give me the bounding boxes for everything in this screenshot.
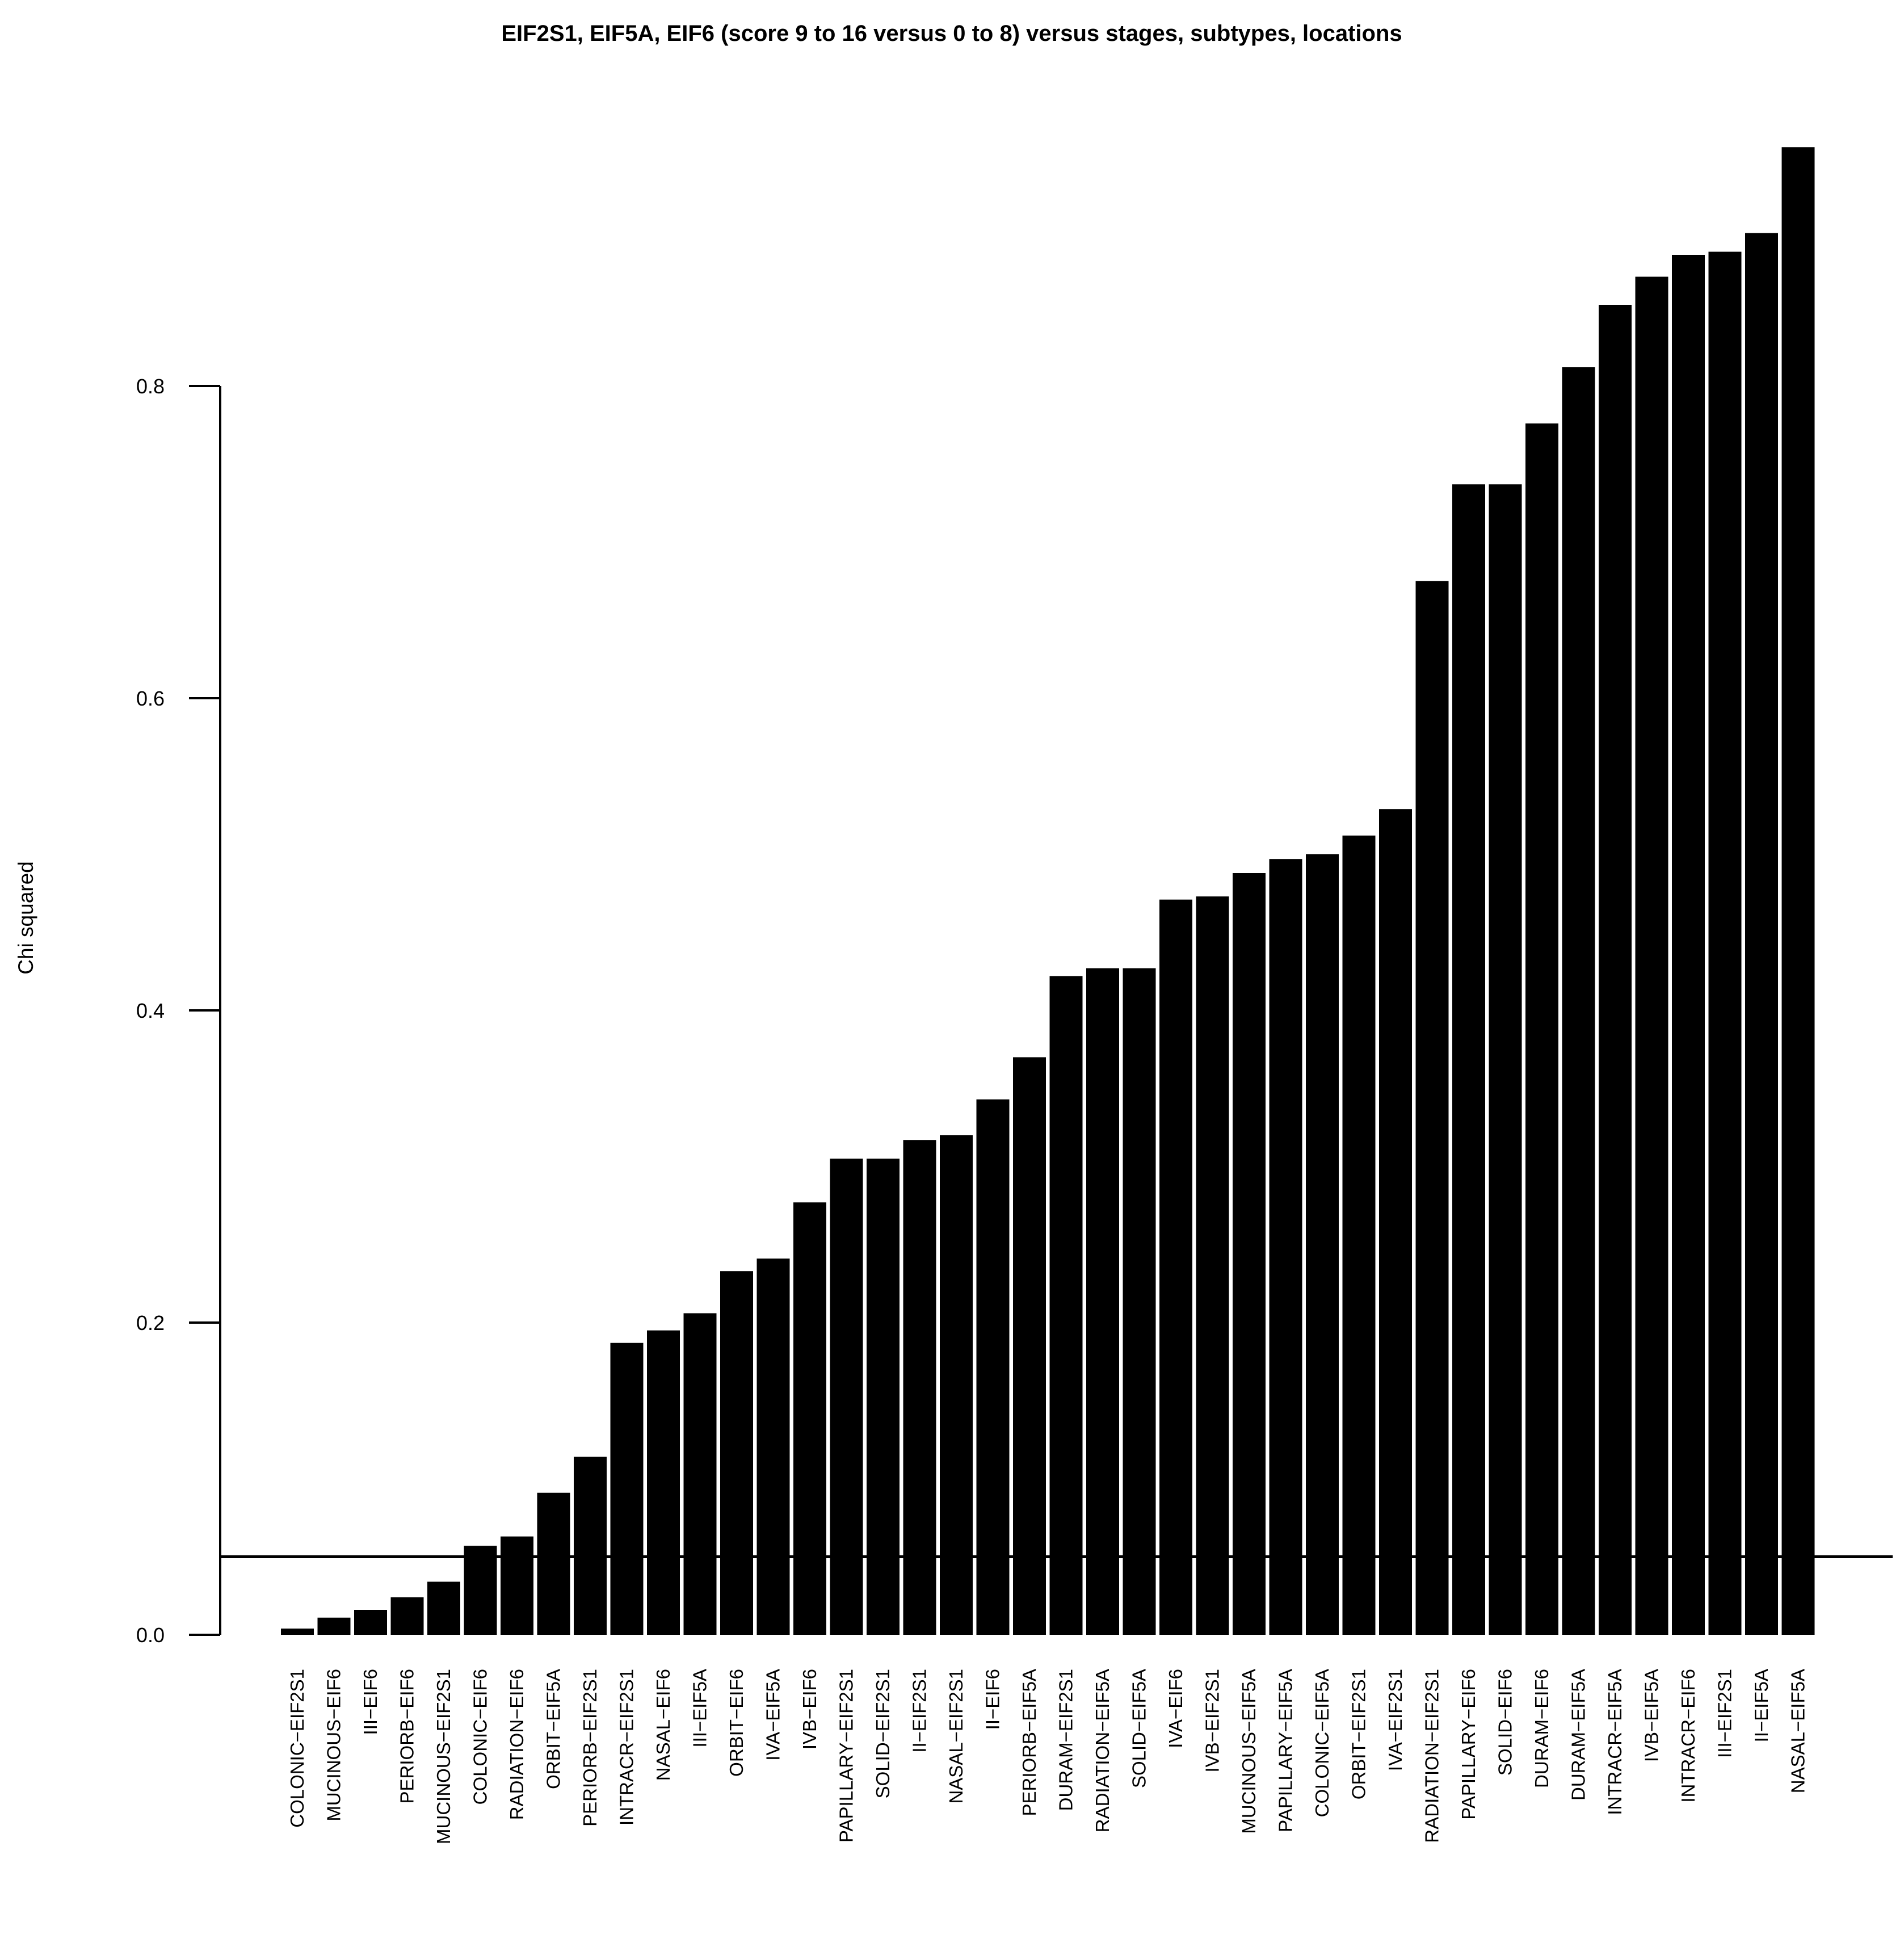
bar <box>683 1313 717 1635</box>
bar <box>1525 423 1558 1635</box>
category-label: MUCINOUS−EIF2S1 <box>433 1669 454 1844</box>
bar <box>867 1159 900 1635</box>
bar <box>756 1258 790 1635</box>
category-label: ORBIT−EIF6 <box>726 1669 747 1777</box>
category-label: MUCINOUS−EIF5A <box>1238 1669 1259 1834</box>
category-label: PERIORB−EIF5A <box>1019 1669 1040 1816</box>
y-tick-label: 0.0 <box>136 1623 165 1647</box>
y-tick-label: 0.2 <box>136 1311 165 1335</box>
bar <box>610 1342 644 1635</box>
category-label: MUCINOUS−EIF6 <box>323 1669 344 1822</box>
category-label: INTRACR−EIF6 <box>1678 1669 1699 1803</box>
bar <box>940 1135 973 1635</box>
bar <box>1049 976 1083 1635</box>
category-label: IVB−EIF2S1 <box>1202 1669 1223 1773</box>
bar <box>537 1492 570 1635</box>
category-label: SOLID−EIF6 <box>1495 1669 1516 1776</box>
bar <box>1599 305 1632 1635</box>
category-label: II−EIF5A <box>1751 1669 1772 1742</box>
bar <box>390 1597 424 1635</box>
y-axis-label: Chi squared <box>14 861 37 975</box>
bars-group <box>281 147 1815 1635</box>
bar <box>830 1159 863 1635</box>
bar <box>1415 581 1449 1635</box>
category-label: ORBIT−EIF5A <box>543 1669 564 1789</box>
category-label: COLONIC−EIF2S1 <box>287 1669 308 1828</box>
bar <box>281 1629 314 1635</box>
category-label: ORBIT−EIF2S1 <box>1348 1669 1369 1799</box>
category-label: RADIATION−EIF5A <box>1092 1669 1113 1832</box>
category-label: IVA−EIF5A <box>763 1669 784 1761</box>
category-label: II−EIF2S1 <box>909 1669 930 1753</box>
bar <box>793 1202 826 1635</box>
category-label: IVB−EIF6 <box>799 1669 820 1749</box>
category-label: III−EIF5A <box>690 1669 711 1747</box>
category-label: PAPILLARY−EIF2S1 <box>836 1669 857 1843</box>
category-label: NASAL−EIF6 <box>653 1669 674 1781</box>
category-label: RADIATION−EIF2S1 <box>1422 1669 1443 1843</box>
bar <box>1745 233 1778 1635</box>
bar <box>1379 809 1412 1635</box>
category-label: SOLID−EIF2S1 <box>872 1669 893 1798</box>
category-label: III−EIF2S1 <box>1714 1669 1735 1758</box>
category-label: IVA−EIF6 <box>1165 1669 1186 1748</box>
bar <box>1086 968 1119 1635</box>
bar <box>354 1610 387 1635</box>
category-label: NASAL−EIF5A <box>1788 1669 1809 1793</box>
bar <box>317 1617 351 1635</box>
category-label: DURAM−EIF5A <box>1568 1669 1589 1801</box>
bar <box>1269 859 1302 1635</box>
category-label: DURAM−EIF6 <box>1531 1669 1552 1788</box>
category-label: INTRACR−EIF5A <box>1604 1669 1625 1815</box>
category-label: PERIORB−EIF6 <box>397 1669 418 1804</box>
chart-title: EIF2S1, EIF5A, EIF6 (score 9 to 16 versu… <box>501 21 1402 46</box>
bar <box>1708 251 1742 1635</box>
y-tick-label: 0.6 <box>136 687 165 710</box>
category-label: II−EIF6 <box>982 1669 1003 1730</box>
bar <box>501 1536 533 1635</box>
bar <box>427 1581 460 1635</box>
category-label: INTRACR−EIF2S1 <box>616 1669 637 1826</box>
category-label: COLONIC−EIF5A <box>1312 1669 1333 1817</box>
category-label: DURAM−EIF2S1 <box>1056 1669 1077 1811</box>
y-tick-label: 0.4 <box>136 999 165 1022</box>
bar <box>574 1457 607 1635</box>
category-label: PERIORB−EIF2S1 <box>579 1669 600 1827</box>
bar <box>720 1271 753 1635</box>
category-label: IVB−EIF5A <box>1641 1669 1662 1762</box>
bar <box>1342 836 1376 1635</box>
bar <box>1635 276 1668 1635</box>
bar <box>976 1099 1010 1635</box>
bar <box>1159 899 1192 1635</box>
bar <box>1452 484 1485 1635</box>
category-label: IVA−EIF2S1 <box>1385 1669 1406 1771</box>
category-label: COLONIC−EIF6 <box>470 1669 491 1805</box>
y-tick-label: 0.8 <box>136 375 165 398</box>
bar <box>1233 873 1266 1635</box>
y-axis: 0.0 0.2 0.4 0.6 0.8 <box>136 375 221 1647</box>
bar <box>1489 484 1522 1635</box>
category-label: III−EIF6 <box>360 1669 381 1735</box>
category-label: PAPILLARY−EIF6 <box>1458 1669 1479 1820</box>
category-label: SOLID−EIF5A <box>1129 1669 1150 1788</box>
bar <box>1781 147 1815 1635</box>
bar <box>1672 255 1705 1635</box>
bar <box>464 1546 497 1635</box>
category-label: PAPILLARY−EIF5A <box>1275 1669 1296 1832</box>
bar <box>1123 968 1156 1635</box>
category-label: RADIATION−EIF6 <box>506 1669 527 1820</box>
bar <box>1196 896 1229 1635</box>
category-labels: COLONIC−EIF2S1 MUCINOUS−EIF6 III−EIF6 PERIO… <box>287 1669 1809 1844</box>
bar <box>1013 1057 1046 1635</box>
bar <box>903 1140 936 1635</box>
bar <box>1306 854 1339 1635</box>
category-label: NASAL−EIF2S1 <box>945 1669 966 1804</box>
bar <box>647 1330 680 1635</box>
bar <box>1562 367 1595 1635</box>
